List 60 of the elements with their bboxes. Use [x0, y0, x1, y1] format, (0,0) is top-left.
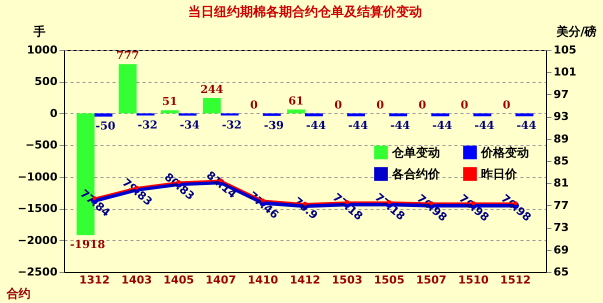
y2-tick-label: 77	[554, 198, 569, 212]
data-label: 61	[288, 94, 304, 108]
data-label: -44	[390, 119, 410, 132]
x-tick-label: 1510	[458, 274, 490, 286]
data-label: 777	[116, 49, 140, 62]
x-tick-label: 1505	[374, 274, 405, 286]
data-label: 0	[502, 98, 511, 112]
x-tick-label: 1503	[332, 274, 362, 286]
x-tick-label: 1405	[163, 274, 194, 286]
y2-tick-label: 81	[554, 176, 569, 190]
data-label: 0	[250, 98, 258, 112]
legend-label: 各合约价	[391, 167, 441, 181]
chart-title: 当日纽约期棉各期合约仓单及结算价变动	[188, 4, 422, 20]
y-tick-label: 0	[50, 106, 58, 120]
y2-tick-label: 69	[554, 243, 569, 256]
y-axis-title: 手	[32, 24, 46, 38]
y2-tick-label: 97	[554, 88, 569, 101]
y-tick-label: −1500	[18, 202, 58, 216]
data-label: 0	[376, 98, 384, 112]
data-label: 0	[460, 98, 469, 112]
y-tick-label: −1000	[18, 170, 58, 184]
data-label: 0	[334, 98, 342, 112]
legend-label: 仓单变动	[391, 145, 440, 160]
data-label: -39	[264, 118, 284, 132]
x-tick-label: 1407	[205, 274, 236, 286]
data-label: -44	[474, 119, 495, 132]
data-label: 0	[418, 98, 427, 112]
data-label: -44	[516, 119, 537, 132]
data-label: -44	[306, 119, 326, 132]
y-tick-label: −2000	[18, 234, 58, 247]
x-tick-label: 1412	[290, 274, 320, 286]
data-label: -32	[222, 118, 242, 132]
y2-tick-label: 101	[554, 66, 576, 79]
y-tick-label: −500	[25, 138, 58, 152]
x-tick-label: 1312	[79, 274, 110, 286]
y2-axis-title: 美分/磅	[555, 24, 597, 38]
data-label: 51	[162, 95, 178, 108]
x-tick-label: 1507	[416, 274, 447, 286]
legend-label: 昨日价	[481, 167, 518, 181]
data-label: -50	[96, 120, 116, 133]
data-label: -1918	[70, 238, 106, 252]
data-label: -44	[348, 119, 368, 132]
y2-tick-label: 73	[554, 221, 569, 234]
data-label: 244	[200, 82, 224, 96]
x-tick-label: 1410	[248, 274, 279, 286]
legend-label: 价格变动	[480, 145, 529, 160]
y2-tick-label: 105	[554, 44, 576, 56]
data-label: -44	[432, 119, 453, 132]
x-axis-title: 合约	[6, 286, 30, 300]
y-tick-label: −2500	[18, 266, 58, 278]
x-tick-label: 1512	[500, 274, 531, 286]
y2-tick-label: 65	[554, 266, 569, 278]
x-tick-label: 1403	[121, 274, 152, 286]
data-label: -34	[180, 118, 200, 132]
y2-tick-label: 89	[554, 132, 569, 146]
y2-tick-label: 85	[554, 154, 569, 168]
y-tick-label: 1000	[26, 44, 58, 56]
y2-tick-label: 93	[554, 110, 569, 124]
y-tick-label: 500	[34, 75, 58, 88]
data-label: -32	[138, 118, 158, 132]
